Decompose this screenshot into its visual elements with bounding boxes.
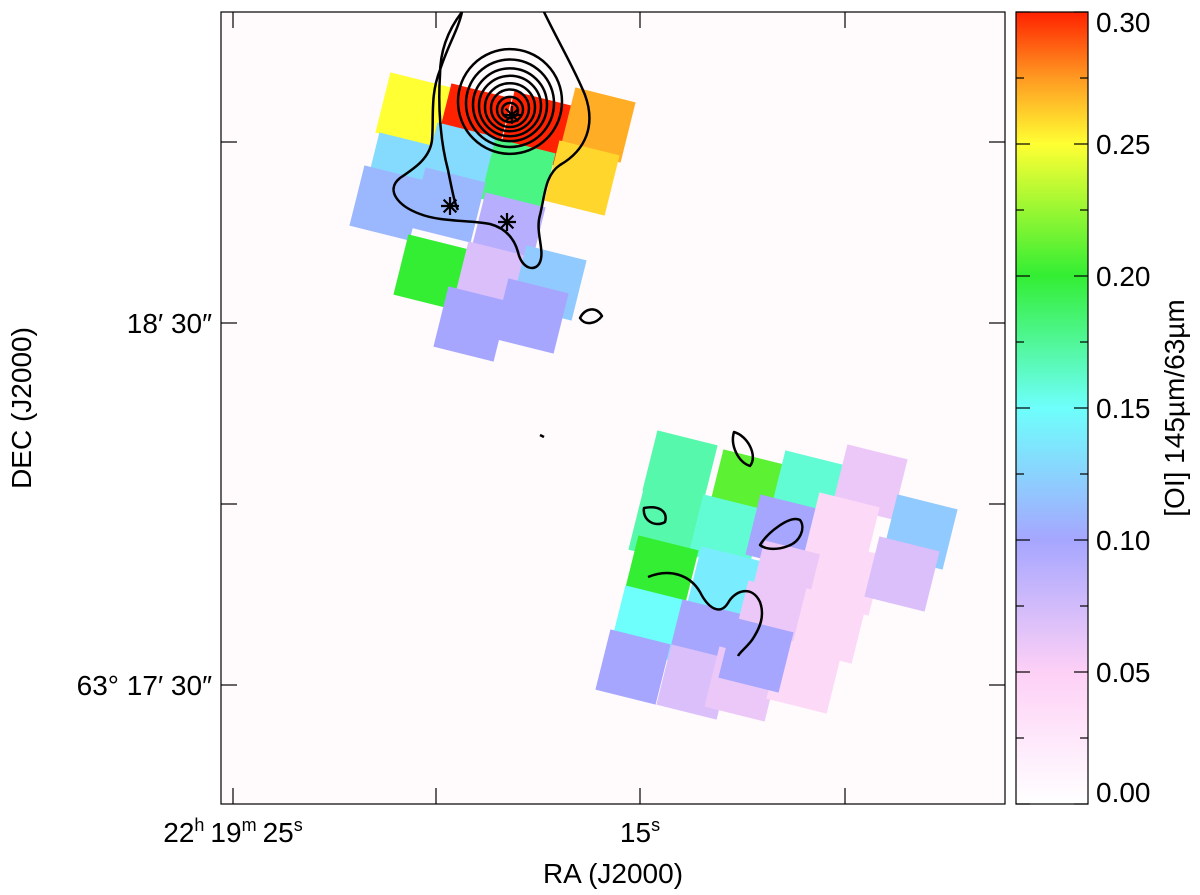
colorbar-tick-label: 0.05 xyxy=(1096,657,1151,688)
map-pixel xyxy=(560,87,636,163)
x-tick-minutes-unit: m xyxy=(242,815,257,835)
contour-line xyxy=(578,308,604,325)
map-pixel xyxy=(480,138,556,214)
y-tick-label: 18′ 30″ xyxy=(127,308,212,339)
x-axis-label: RA (J2000) xyxy=(543,858,683,889)
map-pixel xyxy=(718,617,794,693)
x-tick-seconds: 25 xyxy=(263,817,294,848)
map-pixel xyxy=(864,536,940,612)
x-tick-label: 15s xyxy=(620,815,660,848)
contour-line xyxy=(392,12,591,270)
map-pixel xyxy=(544,140,620,216)
colorbar-tick-label: 0.10 xyxy=(1096,525,1151,556)
star-markers xyxy=(441,106,521,231)
x-tick-seconds: 15 xyxy=(620,817,651,848)
map-pixel xyxy=(595,629,671,705)
x-tick-seconds-unit: s xyxy=(651,815,660,835)
contour-line xyxy=(758,517,804,551)
axis-ticks xyxy=(221,12,1005,804)
contour-line xyxy=(456,47,564,156)
contour-line xyxy=(647,571,764,657)
map-pixels xyxy=(349,72,958,722)
contour-line xyxy=(642,506,667,526)
x-tick-minutes: 19 xyxy=(210,817,241,848)
contour-line xyxy=(471,67,549,143)
colorbar-tick-label: 0.00 xyxy=(1096,777,1151,808)
map-pixel xyxy=(349,165,425,241)
contour-line xyxy=(539,433,545,439)
star-marker xyxy=(441,197,459,215)
contour-line xyxy=(495,95,525,124)
colorbar-tick-label: 0.20 xyxy=(1096,261,1151,292)
map-pixel xyxy=(433,286,509,362)
contour-line xyxy=(477,74,543,138)
x-tick-label: 22h 19m 25s xyxy=(163,815,302,848)
map-pixel xyxy=(493,278,569,354)
colorbar-tick-label: 0.30 xyxy=(1096,7,1151,38)
map-pixel xyxy=(642,430,718,506)
contour-line xyxy=(731,430,755,468)
colorbar-label: [OI] 145µm/63µm xyxy=(1159,299,1190,516)
colorbar-tick-label: 0.25 xyxy=(1096,129,1151,160)
colorbar-tick-label: 0.15 xyxy=(1096,393,1151,424)
contour-line xyxy=(483,82,537,133)
x-tick-hours: 22 xyxy=(163,817,194,848)
y-tick-label: 63° 17′ 30″ xyxy=(77,670,212,701)
x-tick-hours-unit: h xyxy=(194,815,204,835)
contour-line xyxy=(438,12,463,211)
map-pixel xyxy=(686,546,762,622)
contour-line xyxy=(464,58,556,149)
y-axis-label: DEC (J2000) xyxy=(6,327,37,489)
plot-frame xyxy=(220,11,1006,805)
star-marker xyxy=(498,213,516,231)
contours xyxy=(392,12,804,657)
x-tick-seconds-unit: s xyxy=(294,815,303,835)
star-marker xyxy=(503,106,521,124)
colorbar-ticks: 0.00 0.05 0.10 0.15 0.20 0.25 0.30 xyxy=(1016,7,1151,808)
map-pixel xyxy=(791,588,867,664)
contour-line xyxy=(489,88,531,129)
